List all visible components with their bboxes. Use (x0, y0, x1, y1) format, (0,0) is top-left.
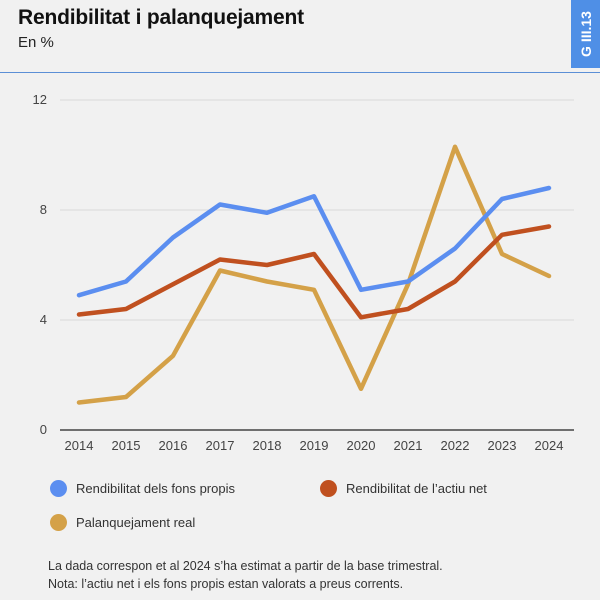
legend-item-actiu-net: Rendibilitat de l’actiu net (320, 480, 487, 497)
x-tick-label: 2019 (300, 438, 329, 453)
legend-label-palanquejament: Palanquejament real (76, 515, 196, 530)
x-tick-label: 2020 (347, 438, 376, 453)
chart-subtitle: En % (18, 34, 54, 51)
x-tick-label: 2022 (441, 438, 470, 453)
chart-header: Rendibilitat i palanquejament En % (0, 0, 600, 73)
y-tick-label: 12 (33, 92, 47, 107)
legend-label-actiu-net: Rendibilitat de l’actiu net (346, 481, 487, 496)
x-tick-label: 2021 (394, 438, 423, 453)
y-tick-label: 4 (40, 312, 47, 327)
legend-dot-actiu-net (320, 480, 337, 497)
footnote-2: Nota: l’actiu net i els fons propis esta… (48, 577, 404, 591)
line-chart: 0 4 8 12 2014 2015 2016 2017 2018 2019 2020 2021 202… (33, 92, 574, 453)
series-line-0 (76, 185, 552, 298)
chart-title: Rendibilitat i palanquejament (18, 6, 304, 29)
series-line-1 (76, 224, 552, 320)
x-tick-label: 2015 (112, 438, 141, 453)
figure-tag: G III.13 (571, 0, 600, 68)
legend-dot-palanquejament (50, 514, 67, 531)
x-tick-label: 2018 (253, 438, 282, 453)
legend-item-palanquejament: Palanquejament real (50, 514, 195, 531)
x-tick-label: 2014 (65, 438, 94, 453)
y-tick-label: 0 (40, 422, 47, 437)
x-tick-label: 2024 (535, 438, 564, 453)
figure-tag-label: G III.13 (577, 11, 594, 57)
y-tick-label: 8 (40, 202, 47, 217)
footnote-1: La dada correspon et al 2024 s’ha estima… (48, 559, 443, 573)
x-tick-label: 2023 (488, 438, 517, 453)
series-line-2 (76, 144, 552, 405)
legend-dot-fons-propis (50, 480, 67, 497)
legend-label-fons-propis: Rendibilitat dels fons propis (76, 481, 235, 496)
x-tick-label: 2017 (206, 438, 235, 453)
x-tick-label: 2016 (159, 438, 188, 453)
legend-item-fons-propis: Rendibilitat dels fons propis (50, 480, 235, 497)
